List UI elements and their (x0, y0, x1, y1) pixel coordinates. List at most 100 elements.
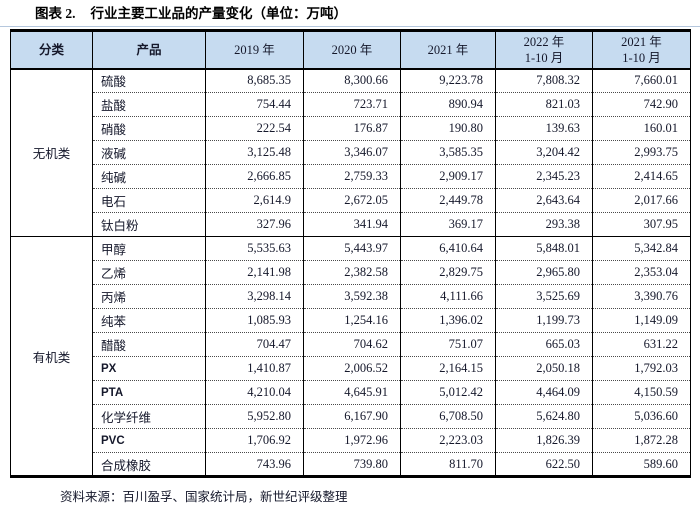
column-header: 产品 (92, 29, 206, 70)
value-cell: 327.96 (205, 212, 304, 237)
header-row: 分类 产品 2019 年 2020 年 2021 年 2022 年 1-10 月 2021 … (10, 29, 691, 70)
value-cell: 2,414.65 (592, 164, 691, 189)
value-cell: 2,345.23 (495, 164, 593, 189)
product-cell: PX (92, 356, 206, 381)
value-cell: 307.95 (592, 212, 691, 237)
value-cell: 1,972.96 (303, 428, 401, 453)
value-cell: 1,396.02 (400, 308, 496, 333)
value-cell: 5,952.80 (205, 404, 304, 429)
value-cell: 341.94 (303, 212, 401, 237)
value-cell: 5,036.60 (592, 404, 691, 429)
column-header: 2022 年 1-10 月 (495, 29, 593, 70)
value-cell: 2,353.04 (592, 260, 691, 285)
product-cell: 纯碱 (92, 164, 206, 189)
table-row: 合成橡胶 743.96 739.80 811.70 622.50 589.60 (11, 452, 691, 477)
value-cell: 2,993.75 (592, 140, 691, 165)
table-row: 化学纤维 5,952.80 6,167.90 6,708.50 5,624.80 5,03… (11, 404, 691, 429)
value-cell: 2,223.03 (400, 428, 496, 453)
value-cell: 3,298.14 (205, 284, 304, 309)
product-cell: 盐酸 (92, 92, 206, 117)
product-cell: PVC (92, 428, 206, 453)
value-cell: 4,150.59 (592, 380, 691, 405)
table-row: 丙烯 3,298.14 3,592.38 4,111.66 3,525.69 3,390.… (11, 284, 691, 309)
value-cell: 751.07 (400, 332, 496, 357)
value-cell: 5,443.97 (303, 236, 401, 261)
table-row: 硝酸 222.54 176.87 190.80 139.63 160.01 (11, 116, 691, 141)
figure-title-text: 行业主要工业品的产量变化（单位：万吨） (90, 6, 348, 21)
column-header: 2021 年 1-10 月 (592, 29, 691, 70)
value-cell: 5,535.63 (205, 236, 304, 261)
table-row: 液碱 3,125.48 3,346.07 3,585.35 3,204.42 2,993.… (11, 140, 691, 165)
value-cell: 3,592.38 (303, 284, 401, 309)
value-cell: 8,300.66 (303, 68, 401, 93)
value-cell: 4,111.66 (400, 284, 496, 309)
product-cell: PTA (92, 380, 206, 405)
value-cell: 622.50 (495, 452, 593, 477)
source-note: 资料来源：百川盈孚、国家统计局，新世纪评级整理 (60, 490, 348, 504)
product-cell: 丙烯 (92, 284, 206, 309)
value-cell: 160.01 (592, 116, 691, 141)
value-cell: 631.22 (592, 332, 691, 357)
table-row: 有机类 甲醇 5,535.63 5,443.97 6,410.64 5,848.01 5,3… (10, 236, 691, 477)
category-cell: 有机类 (10, 236, 93, 477)
value-cell: 9,223.78 (400, 68, 496, 93)
product-cell: 硫酸 (92, 68, 206, 93)
value-cell: 2,759.33 (303, 164, 401, 189)
table-row: PVC 1,706.92 1,972.96 2,223.03 1,826.39 1,872… (11, 428, 691, 453)
value-cell: 704.47 (205, 332, 304, 357)
table-row: 钛白粉 327.96 341.94 369.17 293.38 307.95 (11, 212, 691, 237)
value-cell: 2,141.98 (205, 260, 304, 285)
value-cell: 369.17 (400, 212, 496, 237)
value-cell: 739.80 (303, 452, 401, 477)
value-cell: 3,346.07 (303, 140, 401, 165)
figure-title: 图表 2. 行业主要工业品的产量变化（单位：万吨） (0, 0, 700, 22)
value-cell: 222.54 (205, 116, 304, 141)
value-cell: 1,085.93 (205, 308, 304, 333)
value-cell: 6,410.64 (400, 236, 496, 261)
column-header: 2020 年 (303, 29, 401, 70)
value-cell: 2,449.78 (400, 188, 496, 213)
table-row: 纯苯 1,085.93 1,254.16 1,396.02 1,199.73 1,149.… (11, 308, 691, 333)
value-cell: 7,660.01 (592, 68, 691, 93)
value-cell: 4,645.91 (303, 380, 401, 405)
table-head: 分类 产品 2019 年 2020 年 2021 年 2022 年 1-10 月 2021 … (10, 29, 691, 70)
value-cell: 190.80 (400, 116, 496, 141)
value-cell: 2,017.66 (592, 188, 691, 213)
table-row: 乙烯 2,141.98 2,382.58 2,829.75 2,965.80 2,353.… (11, 260, 691, 285)
value-cell: 2,965.80 (495, 260, 593, 285)
table-row: 纯碱 2,666.85 2,759.33 2,909.17 2,345.23 2,414.… (11, 164, 691, 189)
column-header: 分类 (10, 29, 93, 70)
value-cell: 176.87 (303, 116, 401, 141)
table-body: 无机类 硫酸 8,685.35 8,300.66 9,223.78 7,808.32 7,6… (10, 68, 691, 477)
value-cell: 821.03 (495, 92, 593, 117)
value-cell: 743.96 (205, 452, 304, 477)
value-cell: 704.62 (303, 332, 401, 357)
product-cell: 纯苯 (92, 308, 206, 333)
column-header: 2019 年 (205, 29, 304, 70)
product-cell: 乙烯 (92, 260, 206, 285)
product-cell: 硝酸 (92, 116, 206, 141)
value-cell: 2,050.18 (495, 356, 593, 381)
value-cell: 1,792.03 (592, 356, 691, 381)
value-cell: 5,624.80 (495, 404, 593, 429)
value-cell: 4,464.09 (495, 380, 593, 405)
value-cell: 3,390.76 (592, 284, 691, 309)
value-cell: 5,342.84 (592, 236, 691, 261)
value-cell: 2,006.52 (303, 356, 401, 381)
value-cell: 723.71 (303, 92, 401, 117)
value-cell: 2,614.9 (205, 188, 304, 213)
value-cell: 293.38 (495, 212, 593, 237)
value-cell: 6,708.50 (400, 404, 496, 429)
product-cell: 液碱 (92, 140, 206, 165)
value-cell: 3,525.69 (495, 284, 593, 309)
value-cell: 2,666.85 (205, 164, 304, 189)
value-cell: 1,199.73 (495, 308, 593, 333)
value-cell: 8,685.35 (205, 68, 304, 93)
column-header: 2021 年 (400, 29, 496, 70)
table-row: 盐酸 754.44 723.71 890.94 821.03 742.90 (11, 92, 691, 117)
product-cell: 化学纤维 (92, 404, 206, 429)
table-row: 电石 2,614.9 2,672.05 2,449.78 2,643.64 2,017.6… (11, 188, 691, 213)
product-cell: 醋酸 (92, 332, 206, 357)
value-cell: 1,254.16 (303, 308, 401, 333)
